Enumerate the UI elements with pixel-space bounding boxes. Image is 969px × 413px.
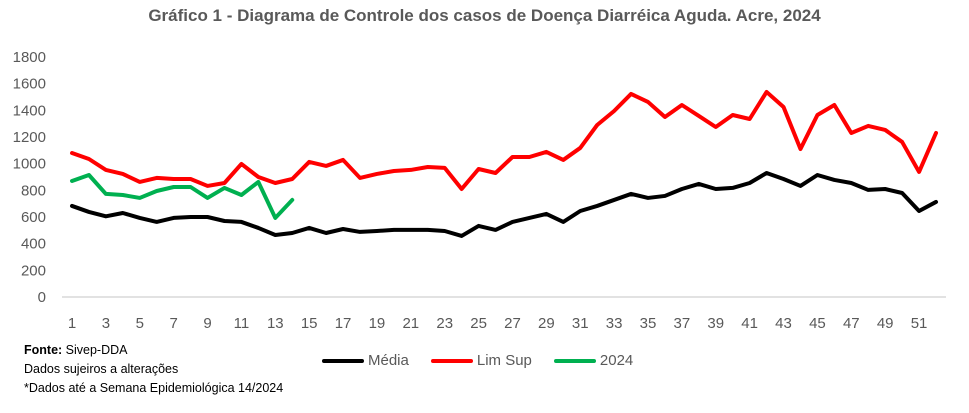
series-line-2024 xyxy=(70,173,295,220)
y-tick-label: 600 xyxy=(21,209,46,226)
legend-label-lim-sup: Lim Sup xyxy=(476,352,532,369)
legend-swatch-lim-sup xyxy=(430,358,473,363)
x-tick-label: 5 xyxy=(136,315,144,332)
x-tick-label: 25 xyxy=(470,315,487,332)
x-axis-ticks: 1 3 5 7 9 11 13 15 17 19 21 23 25 27 29 31 33 35 37 39 41 43 4… xyxy=(68,315,928,332)
x-tick-label: 13 xyxy=(267,315,284,332)
source-note: Fonte: Sivep-DDA xyxy=(24,341,283,360)
x-tick-label: 15 xyxy=(301,315,318,332)
y-tick-label: 200 xyxy=(21,262,46,279)
series-lines xyxy=(70,89,938,238)
x-tick-label: 33 xyxy=(606,315,623,332)
series-line-m-dia xyxy=(70,171,938,238)
x-tick-label: 39 xyxy=(707,315,724,332)
x-tick-label: 17 xyxy=(335,315,352,332)
x-tick-label: 29 xyxy=(538,315,555,332)
y-tick-label: 1800 xyxy=(13,49,46,66)
source-label: Fonte: xyxy=(24,343,63,357)
y-tick-label: 1200 xyxy=(13,129,46,146)
legend-item-lim-sup: Lim Sup xyxy=(430,352,532,369)
x-tick-label: 3 xyxy=(102,315,110,332)
y-tick-label: 1600 xyxy=(13,76,46,93)
legend-label-2024: 2024 xyxy=(599,352,634,369)
legend-swatch-2024 xyxy=(553,358,596,363)
series-line-lim-sup xyxy=(70,89,938,191)
x-tick-label: 27 xyxy=(504,315,521,332)
data-cutoff-note: *Dados até a Semana Epidemiológica 14/20… xyxy=(24,381,284,395)
y-tick-label: 1400 xyxy=(13,102,46,119)
x-tick-label: 23 xyxy=(436,315,453,332)
legend-item-media: Média xyxy=(322,352,409,369)
x-tick-label: 49 xyxy=(877,315,894,332)
x-tick-label: 45 xyxy=(809,315,826,332)
y-axis-ticks: 0 200 400 600 800 1000 1200 1400 1600 1800 xyxy=(13,49,46,306)
legend-label-media: Média xyxy=(368,352,409,369)
x-tick-label: 11 xyxy=(234,315,250,332)
x-tick-label: 9 xyxy=(203,315,211,332)
x-tick-label: 51 xyxy=(911,315,928,332)
y-tick-label: 800 xyxy=(21,182,46,199)
x-tick-label: 47 xyxy=(843,315,860,332)
x-tick-label: 35 xyxy=(640,315,657,332)
legend-swatch-media xyxy=(322,358,364,363)
x-tick-label: 37 xyxy=(674,315,691,332)
chart-title: Gráfico 1 - Diagrama de Controle dos cas… xyxy=(148,6,821,25)
x-tick-label: 7 xyxy=(169,315,177,332)
x-tick-label: 21 xyxy=(402,315,419,332)
x-tick-label: 41 xyxy=(741,315,758,332)
x-tick-label: 1 xyxy=(68,315,76,332)
x-tick-label: 31 xyxy=(572,315,589,332)
legend-item-2024: 2024 xyxy=(553,352,634,369)
disclaimer-note: Dados sujeiros a alterações xyxy=(24,362,179,376)
x-tick-label: 43 xyxy=(775,315,792,332)
x-tick-label: 19 xyxy=(369,315,386,332)
source-value: Sivep-DDA xyxy=(62,343,128,357)
y-tick-label: 400 xyxy=(21,236,46,253)
y-tick-label: 0 xyxy=(38,289,46,306)
chart-legend: Média Lim Sup 2024 xyxy=(322,352,655,369)
chart-notes: Fonte: Sivep-DDA Dados sujeiros a altera… xyxy=(24,341,283,398)
y-tick-label: 1000 xyxy=(13,156,46,173)
